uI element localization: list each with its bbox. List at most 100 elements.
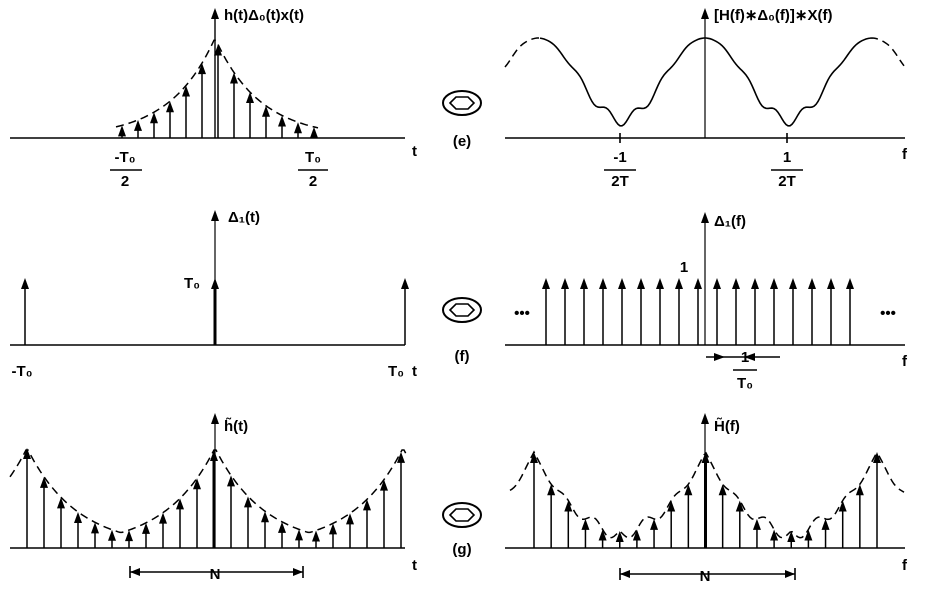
- arrowhead: [580, 278, 588, 289]
- arrowhead: [293, 568, 303, 576]
- arrowhead: [21, 278, 29, 289]
- arrowhead: [714, 353, 725, 361]
- arrowhead: [637, 278, 645, 289]
- arrowhead: [787, 531, 796, 543]
- arrowhead: [182, 85, 190, 97]
- arrowhead: [166, 101, 174, 113]
- tick-label: T₀: [388, 363, 404, 380]
- arrowhead: [310, 126, 318, 138]
- arrowhead: [401, 278, 409, 289]
- arrowhead: [159, 512, 167, 524]
- arrowhead: [804, 529, 813, 541]
- panel-title: h̃(t): [224, 417, 248, 435]
- ellipsis: •••: [880, 305, 896, 322]
- arrowhead: [150, 112, 158, 124]
- envelope: [539, 37, 871, 127]
- axis-label: t: [412, 363, 417, 380]
- tick-num: 1: [783, 149, 791, 166]
- operator: [448, 508, 476, 522]
- arrowhead: [684, 484, 693, 496]
- arrowhead: [581, 518, 590, 530]
- arrowhead: [278, 115, 286, 127]
- arrowhead: [193, 478, 201, 490]
- arrowhead: [620, 570, 630, 578]
- arrowhead: [329, 523, 337, 535]
- row-label: (e): [453, 133, 471, 150]
- arrowhead: [718, 484, 727, 496]
- arrowhead: [261, 511, 269, 523]
- arrowhead: [40, 476, 48, 488]
- envelope: [869, 37, 905, 67]
- arrowhead: [530, 452, 538, 463]
- arrowhead: [713, 278, 721, 289]
- arrowhead: [873, 452, 881, 463]
- arrowhead: [23, 448, 31, 459]
- axis-label: f: [902, 146, 908, 163]
- arrowhead: [244, 496, 252, 508]
- panel-title: H̃(f): [714, 417, 740, 435]
- arrowhead: [675, 278, 683, 289]
- arrowhead: [855, 484, 864, 496]
- arrowhead: [650, 518, 659, 530]
- arrowhead: [211, 278, 219, 289]
- arrowhead: [632, 529, 641, 541]
- arrowhead: [262, 105, 270, 117]
- arrowhead: [176, 498, 184, 510]
- arrowhead: [599, 278, 607, 289]
- arrowhead: [57, 497, 65, 509]
- tick-den: 2T: [778, 173, 796, 190]
- arrowhead: [701, 212, 709, 223]
- drawing: [9, 8, 905, 580]
- arrowhead: [312, 530, 320, 542]
- tick-den: 2: [121, 173, 129, 190]
- arrowhead: [363, 499, 371, 511]
- arrowhead: [542, 278, 550, 289]
- tick-den: 2: [309, 173, 317, 190]
- arrowhead: [821, 518, 830, 530]
- arrowhead: [211, 8, 219, 19]
- tick-num: T₀: [305, 149, 321, 166]
- arrowhead: [827, 278, 835, 289]
- arrowhead: [770, 278, 778, 289]
- arrowhead: [701, 413, 709, 424]
- arrowhead: [846, 278, 854, 289]
- arrowhead: [598, 529, 607, 541]
- tick-num: -1: [613, 149, 626, 166]
- panel-title: Δ₁(t): [228, 209, 260, 226]
- arrowhead: [278, 521, 286, 533]
- arrowhead: [694, 278, 702, 289]
- envelope: [504, 37, 539, 68]
- arrowhead: [108, 529, 116, 541]
- period-label: N: [210, 566, 221, 583]
- arrowhead: [246, 92, 254, 104]
- arrowhead: [295, 529, 303, 541]
- arrowhead: [667, 500, 676, 512]
- arrowhead: [615, 531, 624, 543]
- arrowhead: [91, 522, 99, 534]
- panel-title: h(t)Δ₀(t)x(t): [224, 7, 304, 24]
- arrowhead: [74, 511, 82, 523]
- arrowhead: [210, 449, 218, 461]
- arrowhead: [618, 278, 626, 289]
- panel-title: Δ₁(f): [714, 213, 746, 230]
- arrowhead: [656, 278, 664, 289]
- arrowhead: [701, 452, 710, 463]
- arrowhead: [214, 44, 222, 56]
- operator: [442, 90, 482, 116]
- arrowhead: [564, 500, 573, 512]
- tick-label: -T₀: [12, 363, 33, 380]
- arrowhead: [118, 125, 126, 137]
- envelope: [9, 449, 407, 534]
- axis-label: f: [902, 557, 908, 574]
- arrowhead: [770, 529, 779, 541]
- operator: [448, 96, 476, 110]
- operator: [442, 502, 482, 528]
- spacing-den: T₀: [737, 375, 753, 392]
- arrowhead: [561, 278, 569, 289]
- arrowhead: [130, 568, 140, 576]
- panel-title: [H(f)∗Δ₀(f)]∗X(f): [714, 7, 832, 24]
- arrowhead: [198, 63, 206, 75]
- arrowhead: [230, 72, 238, 84]
- arrowhead: [838, 500, 847, 512]
